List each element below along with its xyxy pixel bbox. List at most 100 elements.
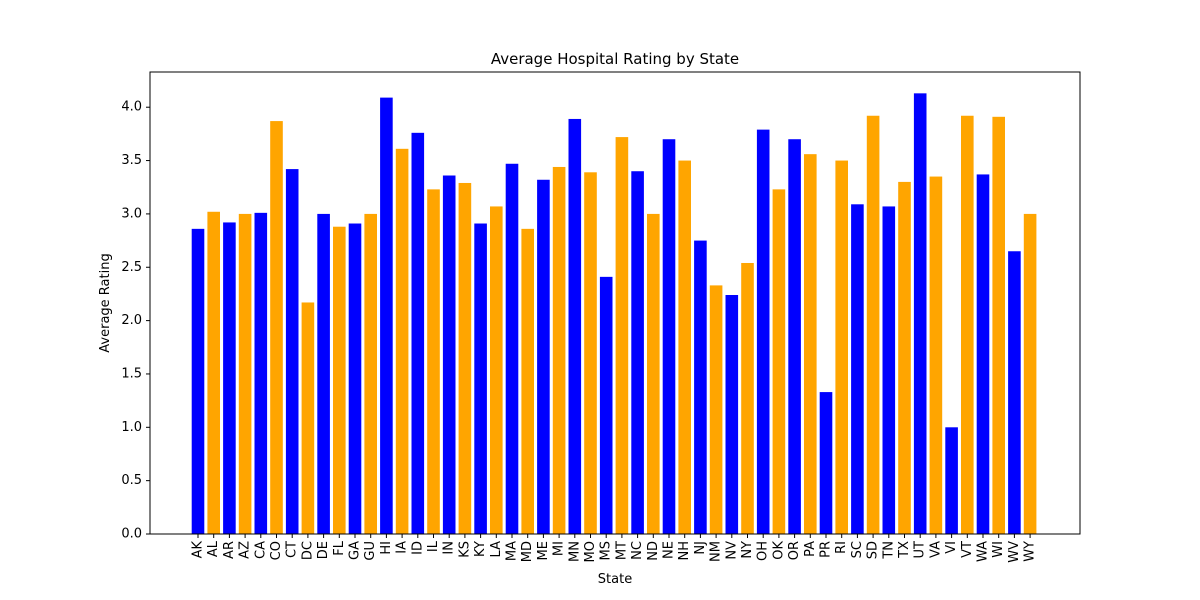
bar-id [412, 133, 425, 534]
x-tick-label-mn: MN [567, 541, 582, 562]
x-tick-label-hi: HI [379, 541, 394, 555]
x-tick-label-ky: KY [473, 541, 488, 557]
x-tick-label-de: DE [316, 541, 331, 559]
bar-md [521, 229, 534, 534]
y-tick-label: 0.0 [121, 527, 142, 542]
bar-mn [569, 119, 582, 534]
x-tick-label-ne: NE [662, 541, 677, 559]
bar-oh [757, 130, 770, 534]
x-tick-label-ks: KS [457, 541, 472, 558]
x-tick-label-ga: GA [348, 541, 363, 560]
bar-la [490, 206, 503, 534]
y-tick-label: 0.5 [121, 473, 142, 488]
x-tick-label-md: MD [520, 541, 535, 562]
bar-az [239, 214, 252, 534]
x-tick-label-il: IL [426, 540, 441, 552]
bar-de [317, 214, 330, 534]
bar-ny [741, 263, 754, 534]
x-tick-label-ny: NY [740, 541, 755, 559]
bar-ga [349, 224, 362, 534]
bar-pr [820, 392, 833, 534]
bar-pa [804, 154, 817, 534]
bar-ks [459, 183, 472, 534]
bar-tn [883, 206, 896, 534]
bar-ut [914, 93, 927, 534]
x-tick-label-ct: CT [285, 541, 300, 558]
y-axis-title: Average Rating [98, 253, 113, 352]
x-tick-label-ca: CA [253, 541, 268, 559]
y-tick-label: 2.5 [121, 260, 142, 275]
x-tick-label-sc: SC [850, 541, 865, 558]
bar-vt [961, 116, 974, 534]
x-tick-label-gu: GU [363, 541, 378, 561]
x-tick-label-wy: WY [1023, 541, 1038, 562]
x-tick-label-mt: MT [614, 541, 629, 560]
x-tick-label-co: CO [269, 541, 284, 560]
bar-nv [726, 295, 739, 534]
x-tick-label-wi: WI [991, 541, 1006, 558]
x-tick-label-ia: IA [395, 541, 410, 554]
x-tick-label-in: IN [442, 541, 457, 555]
x-tick-label-vt: VT [960, 541, 975, 558]
y-tick-label: 3.5 [121, 153, 142, 168]
x-tick-label-mo: MO [583, 541, 598, 562]
x-tick-label-pr: PR [819, 541, 834, 558]
x-tick-label-or: OR [787, 541, 802, 560]
bar-al [207, 212, 220, 534]
bar-dc [302, 302, 315, 534]
y-tick-label: 3.0 [121, 206, 142, 221]
bar-hi [380, 98, 393, 534]
bar-ri [835, 161, 848, 534]
x-tick-label-nv: NV [724, 541, 739, 560]
x-tick-label-ms: MS [599, 541, 614, 560]
x-axis: AK AL AR AZ CA CO CT DC DE FL GA GU HI IA ID IL IN KS KY LA… [191, 534, 1038, 563]
x-tick-label-tn: TN [881, 541, 896, 560]
x-tick-label-wa: WA [976, 541, 991, 562]
x-tick-label-ok: OK [771, 541, 786, 560]
bar-ky [474, 224, 487, 534]
bar-me [537, 180, 550, 534]
bar-wy [1024, 214, 1037, 534]
bar-ma [506, 164, 519, 534]
x-tick-label-ma: MA [505, 541, 520, 561]
bar-ca [255, 213, 268, 534]
x-tick-label-nc: NC [630, 541, 645, 560]
bar-mi [553, 167, 566, 534]
x-tick-label-va: VA [928, 541, 943, 558]
x-tick-label-vi: VI [944, 541, 959, 554]
bars-group [192, 93, 1037, 534]
bar-nh [678, 161, 691, 534]
x-tick-label-me: ME [536, 541, 551, 560]
bar-tx [898, 182, 911, 534]
bar-mt [616, 137, 629, 534]
bar-il [427, 189, 440, 534]
bar-ia [396, 149, 409, 534]
bar-ak [192, 229, 205, 534]
bar-ne [663, 139, 676, 534]
bar-wv [1008, 251, 1021, 534]
y-tick-label: 4.0 [121, 100, 142, 115]
bar-ar [223, 222, 236, 534]
x-tick-label-wv: WV [1007, 541, 1022, 563]
bar-co [270, 121, 283, 534]
bar-fl [333, 227, 346, 534]
x-tick-label-id: ID [410, 541, 425, 555]
bar-nd [647, 214, 660, 534]
x-tick-label-tx: TX [897, 541, 912, 559]
x-tick-label-mi: MI [552, 541, 567, 556]
x-tick-label-ar: AR [222, 541, 237, 559]
bar-wi [992, 117, 1005, 534]
x-tick-label-ak: AK [191, 541, 206, 559]
bar-nm [710, 285, 723, 534]
bar-in [443, 176, 456, 535]
x-tick-label-fl: FL [332, 540, 347, 555]
bar-ms [600, 277, 613, 534]
bar-mo [584, 172, 597, 534]
y-tick-label: 2.0 [121, 313, 142, 328]
bar-or [788, 139, 801, 534]
x-tick-label-nd: ND [646, 541, 661, 561]
x-tick-label-oh: OH [756, 541, 771, 561]
bar-va [930, 177, 943, 534]
